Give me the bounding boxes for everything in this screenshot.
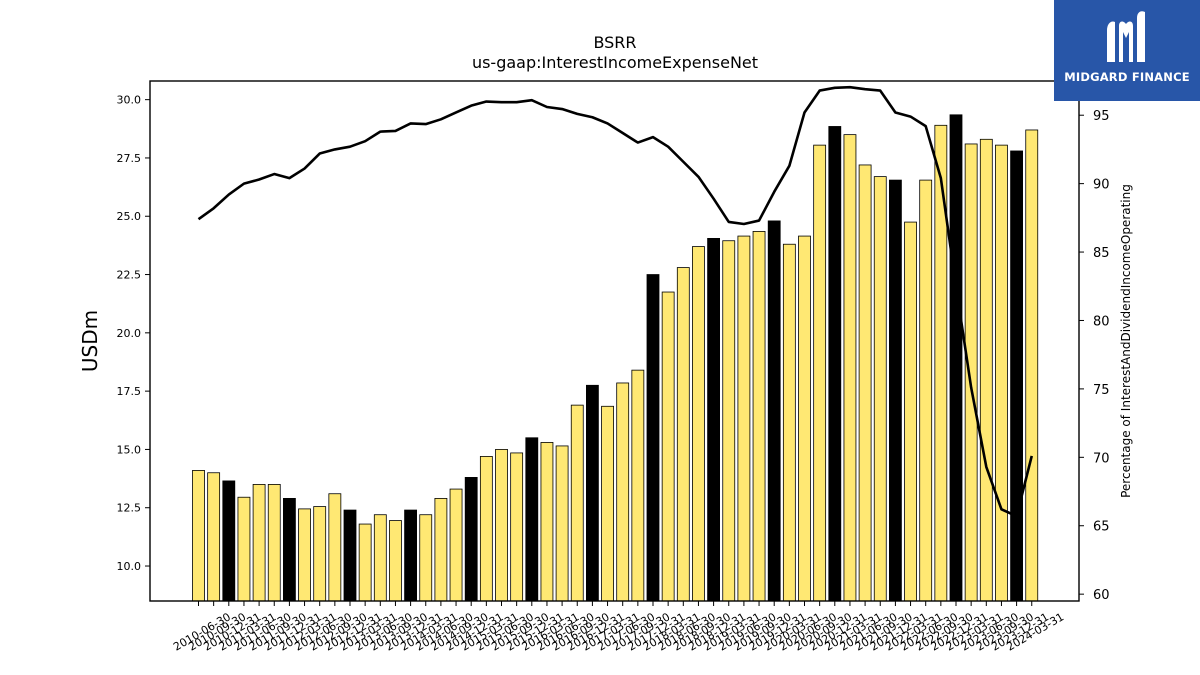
series-line (197, 85, 1034, 518)
bar-2019-09-30 (752, 230, 766, 602)
bar-2013-09-30 (389, 520, 402, 602)
bar-2015-03-31 (479, 456, 493, 602)
y-tick-label: 20.0 (117, 327, 142, 340)
bar-2016-09-30 (570, 404, 584, 602)
bar-2010-09-30 (207, 472, 221, 602)
bar-2018-09-30 (692, 246, 705, 602)
chart-subtitle: us-gaap:InterestIncomeExpenseNet (472, 53, 758, 72)
bar-2021-03-31 (843, 134, 857, 602)
bar-2017-03-31 (601, 405, 614, 602)
bar-2019-03-31 (722, 240, 736, 602)
bar-2022-03-31 (904, 221, 917, 602)
bar-2023-09-30 (995, 144, 1008, 602)
y2-axis-label: Percentage of InterestAndDividendIncomeO… (1119, 184, 1133, 498)
bars-layer (192, 114, 1039, 602)
y-axis-label: USDm (78, 310, 102, 372)
bar-2014-09-30 (449, 488, 463, 602)
bar-2011-12-31 (282, 497, 296, 602)
bar-2021-12-31 (889, 179, 902, 602)
bar-2012-12-31 (343, 509, 357, 602)
bar-2015-12-31 (525, 437, 539, 602)
bar-2023-12-31 (1010, 150, 1023, 602)
y2-tick-label: 75 (1093, 383, 1110, 398)
brand-logo: MIDGARD FINANCE (1054, 0, 1200, 101)
bar-2017-09-30 (631, 369, 645, 602)
bar-2022-09-30 (934, 124, 948, 602)
y2-tick-label: 85 (1093, 246, 1110, 261)
bar-2021-06-30 (858, 164, 872, 602)
bar-2013-03-31 (358, 523, 372, 602)
y-tick-label: 25.0 (117, 210, 142, 223)
bar-2011-09-30 (267, 484, 281, 602)
plot-frame (149, 80, 1080, 602)
y2-tick-label: 90 (1093, 178, 1110, 193)
bar-2012-06-30 (313, 506, 327, 602)
bar-2014-03-31 (419, 514, 433, 602)
bar-2020-06-30 (798, 235, 811, 602)
bar-2022-06-30 (919, 179, 933, 602)
y-tick-label: 15.0 (117, 443, 142, 456)
y2-tick-label: 60 (1093, 588, 1110, 603)
bar-2016-12-31 (586, 384, 599, 602)
bar-2019-06-30 (737, 235, 751, 602)
y-tick-label: 27.5 (117, 152, 142, 165)
bar-2021-09-30 (873, 176, 887, 602)
bar-2017-12-31 (646, 274, 660, 602)
y2-tick-label: 95 (1093, 109, 1110, 124)
bar-2018-06-30 (676, 267, 690, 602)
y2-tick-label: 80 (1093, 314, 1110, 329)
bar-2018-03-31 (661, 291, 675, 602)
bar-2019-12-31 (767, 220, 781, 602)
y2-tick-label: 70 (1093, 451, 1110, 466)
bar-2012-09-30 (328, 493, 342, 602)
brand-name: MIDGARD FINANCE (1064, 70, 1190, 84)
bar-2023-03-31 (964, 143, 978, 602)
bar-2016-03-31 (540, 442, 554, 602)
bar-2010-12-31 (222, 480, 236, 602)
bar-2013-12-31 (404, 509, 418, 602)
bar-2016-06-30 (555, 445, 569, 602)
y-tick-label: 30.0 (117, 94, 142, 107)
y-tick-label: 10.0 (117, 560, 142, 573)
bar-2011-03-31 (237, 496, 251, 602)
chart-title: BSRR (593, 33, 636, 52)
bar-2011-06-30 (252, 484, 266, 602)
y2-tick-label: 65 (1093, 520, 1110, 535)
bar-2015-06-30 (495, 449, 508, 602)
y-tick-label: 12.5 (117, 502, 142, 515)
bar-2013-06-30 (373, 514, 387, 602)
brand-logo-mark-icon (1107, 11, 1145, 62)
bar-2012-03-31 (298, 508, 311, 602)
bar-2020-12-31 (828, 126, 842, 602)
bar-2020-09-30 (813, 144, 827, 602)
bar-2022-12-31 (949, 114, 963, 602)
bar-2023-06-30 (979, 138, 993, 602)
y-tick-label: 17.5 (117, 385, 142, 398)
axes-layer: 10.0 12.5 15.0 17.5 20.0 22.5 25.0 27.5 30.0 60 65… (117, 80, 1110, 654)
bar-2014-06-30 (434, 497, 448, 602)
y-tick-label: 22.5 (117, 269, 142, 282)
bar-2015-09-30 (510, 452, 524, 602)
line-layer (197, 85, 1034, 518)
bar-2020-03-31 (782, 243, 796, 602)
bar-2017-06-30 (616, 382, 630, 602)
bar-2018-12-31 (707, 237, 720, 602)
bar-2010-06-30 (192, 470, 205, 602)
bar-2014-12-31 (464, 477, 478, 602)
bar-2024-03-31 (1025, 129, 1039, 602)
